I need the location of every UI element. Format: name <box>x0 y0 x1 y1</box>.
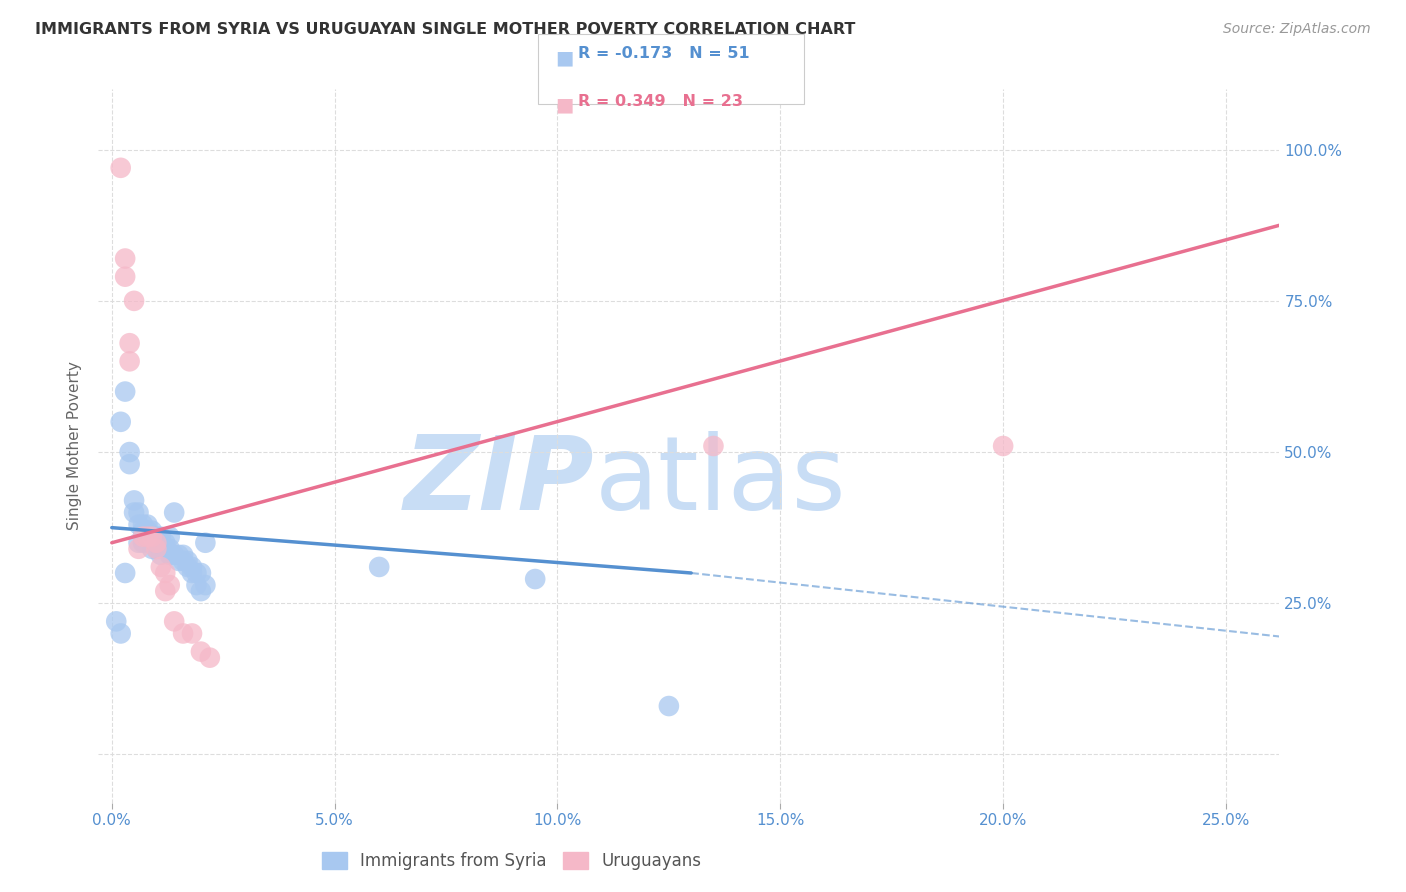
Point <box>172 554 194 568</box>
Text: ZIP: ZIP <box>404 431 595 533</box>
Point <box>114 384 136 399</box>
Point <box>194 535 217 549</box>
Point <box>181 560 204 574</box>
Point <box>128 517 150 532</box>
Point <box>118 336 141 351</box>
Point <box>172 548 194 562</box>
Text: ■: ■ <box>555 95 574 114</box>
Point <box>149 560 172 574</box>
Point <box>186 578 208 592</box>
Point <box>145 535 167 549</box>
Point <box>155 535 177 549</box>
Point <box>190 584 212 599</box>
Point <box>122 506 145 520</box>
Point <box>172 626 194 640</box>
Point <box>194 578 217 592</box>
Point <box>114 566 136 580</box>
Point <box>167 554 190 568</box>
Point <box>110 415 132 429</box>
Point <box>132 517 155 532</box>
Point <box>159 541 181 556</box>
Point <box>118 354 141 368</box>
Point <box>132 535 155 549</box>
Point <box>658 699 681 714</box>
Point <box>105 615 128 629</box>
Point <box>524 572 547 586</box>
Point <box>145 530 167 544</box>
Point <box>176 560 198 574</box>
Text: R = -0.173   N = 51: R = -0.173 N = 51 <box>578 46 749 62</box>
Point <box>702 439 724 453</box>
Point <box>181 566 204 580</box>
Legend: Immigrants from Syria, Uruguayans: Immigrants from Syria, Uruguayans <box>315 845 709 877</box>
Point <box>136 530 159 544</box>
Point <box>132 524 155 538</box>
Point <box>114 252 136 266</box>
Point <box>155 584 177 599</box>
Point <box>149 530 172 544</box>
Point <box>149 548 172 562</box>
Text: ■: ■ <box>555 48 574 67</box>
Point <box>122 293 145 308</box>
Point <box>128 535 150 549</box>
Y-axis label: Single Mother Poverty: Single Mother Poverty <box>67 361 83 531</box>
Point <box>155 566 177 580</box>
Point <box>368 560 391 574</box>
Point <box>163 615 186 629</box>
Point <box>176 554 198 568</box>
Point <box>186 566 208 580</box>
Point <box>145 541 167 556</box>
Point <box>145 535 167 549</box>
Point <box>128 506 150 520</box>
Point <box>122 493 145 508</box>
Point <box>159 548 181 562</box>
Point <box>198 650 221 665</box>
Text: R = 0.349   N = 23: R = 0.349 N = 23 <box>578 94 742 109</box>
Point <box>141 530 163 544</box>
Point <box>991 439 1014 453</box>
Point <box>145 541 167 556</box>
Point <box>149 535 172 549</box>
Point <box>163 548 186 562</box>
Point <box>181 626 204 640</box>
Point <box>141 530 163 544</box>
Point <box>136 524 159 538</box>
Point <box>132 530 155 544</box>
Point <box>159 578 181 592</box>
Point <box>155 541 177 556</box>
Text: Source: ZipAtlas.com: Source: ZipAtlas.com <box>1223 22 1371 37</box>
Point <box>136 530 159 544</box>
Text: atlas: atlas <box>595 431 846 533</box>
Point <box>159 530 181 544</box>
Point <box>141 541 163 556</box>
Point <box>110 626 132 640</box>
Point <box>128 541 150 556</box>
Point <box>163 506 186 520</box>
Point <box>110 161 132 175</box>
Point <box>190 566 212 580</box>
Text: IMMIGRANTS FROM SYRIA VS URUGUAYAN SINGLE MOTHER POVERTY CORRELATION CHART: IMMIGRANTS FROM SYRIA VS URUGUAYAN SINGL… <box>35 22 855 37</box>
Point <box>136 517 159 532</box>
Point <box>118 445 141 459</box>
Point <box>114 269 136 284</box>
Point <box>118 457 141 471</box>
Point <box>141 524 163 538</box>
Point <box>190 645 212 659</box>
Point <box>167 548 190 562</box>
